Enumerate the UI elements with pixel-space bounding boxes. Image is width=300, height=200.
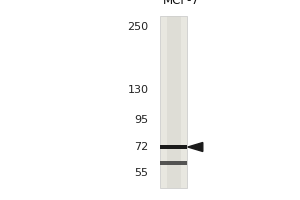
Bar bbox=[160, 145, 188, 149]
Text: MCF-7: MCF-7 bbox=[163, 0, 200, 7]
Text: 95: 95 bbox=[134, 115, 148, 125]
Text: 72: 72 bbox=[134, 142, 148, 152]
Text: 250: 250 bbox=[128, 22, 148, 32]
Bar bbox=[160, 161, 188, 165]
Polygon shape bbox=[188, 143, 203, 152]
Text: 55: 55 bbox=[134, 168, 148, 178]
Bar bbox=[167, 16, 181, 188]
Text: 130: 130 bbox=[128, 85, 148, 95]
Bar bbox=[160, 16, 188, 188]
